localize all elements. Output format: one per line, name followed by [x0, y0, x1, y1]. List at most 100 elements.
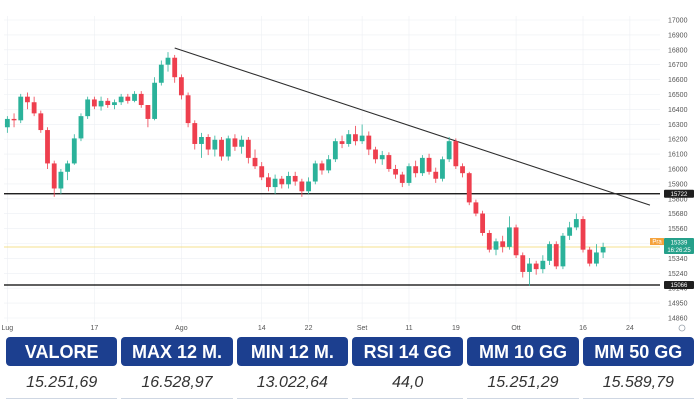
candle-body — [332, 141, 338, 160]
candle-body — [433, 171, 439, 179]
candle[interactable] — [132, 91, 137, 103]
candle[interactable] — [547, 241, 552, 265]
candle[interactable] — [252, 149, 258, 169]
candle[interactable] — [353, 125, 358, 146]
candle[interactable] — [78, 113, 84, 142]
candle[interactable] — [158, 60, 164, 86]
candle[interactable] — [373, 146, 378, 164]
candle[interactable] — [11, 113, 17, 128]
candle[interactable] — [513, 224, 519, 259]
candle[interactable] — [178, 74, 184, 100]
candle[interactable] — [580, 216, 586, 253]
candle[interactable] — [573, 213, 579, 231]
candle[interactable] — [18, 93, 24, 124]
candle[interactable] — [366, 131, 372, 156]
candle[interactable] — [533, 260, 539, 275]
candle[interactable] — [540, 255, 546, 274]
candle[interactable] — [4, 116, 10, 133]
candle[interactable] — [145, 105, 151, 128]
candle[interactable] — [473, 199, 479, 217]
candle[interactable] — [299, 178, 305, 197]
candle[interactable] — [520, 252, 526, 278]
candle[interactable] — [259, 162, 265, 181]
candle[interactable] — [426, 153, 432, 175]
candle[interactable] — [306, 177, 311, 195]
candle[interactable] — [332, 138, 338, 163]
candle[interactable] — [212, 135, 218, 157]
y-tick-label: 14860 — [668, 316, 688, 323]
candle[interactable] — [393, 164, 399, 179]
candle[interactable] — [192, 120, 198, 150]
candle[interactable] — [466, 171, 472, 206]
candles[interactable] — [4, 52, 606, 286]
candle-body — [205, 137, 211, 150]
candle[interactable] — [486, 230, 492, 253]
candle[interactable] — [292, 171, 298, 186]
candle[interactable] — [125, 93, 131, 104]
candle[interactable] — [506, 216, 512, 250]
candle[interactable] — [399, 171, 405, 188]
candle[interactable] — [25, 92, 30, 110]
candle[interactable] — [346, 130, 352, 147]
candle[interactable] — [98, 96, 104, 111]
candle[interactable] — [185, 92, 191, 128]
candle[interactable] — [593, 244, 599, 267]
candle[interactable] — [480, 210, 486, 236]
candle[interactable] — [239, 135, 245, 154]
x-tick-label: Lug — [2, 325, 14, 332]
candle[interactable] — [71, 134, 77, 165]
candle[interactable] — [326, 155, 332, 174]
candle[interactable] — [58, 169, 64, 195]
candle[interactable] — [406, 163, 412, 186]
candle[interactable] — [600, 242, 606, 259]
price-chart[interactable]: 17000 16900 16800 16700 16600 16500 16400 16300… — [0, 0, 700, 334]
candle[interactable] — [339, 135, 345, 149]
candle[interactable] — [500, 235, 506, 253]
candle[interactable] — [527, 258, 532, 286]
candle[interactable] — [493, 238, 499, 256]
candle[interactable] — [245, 137, 251, 164]
candle[interactable] — [587, 246, 593, 267]
candle[interactable] — [85, 96, 91, 119]
candle[interactable] — [446, 137, 452, 163]
candle-body — [178, 77, 184, 96]
candle[interactable] — [272, 174, 278, 195]
candle[interactable] — [225, 135, 231, 161]
candle[interactable] — [118, 93, 124, 106]
candle[interactable] — [65, 160, 71, 181]
candle[interactable] — [105, 98, 111, 108]
candle[interactable] — [279, 175, 285, 189]
candle[interactable] — [419, 155, 425, 176]
candle[interactable] — [51, 160, 57, 197]
candle[interactable] — [433, 167, 439, 183]
settings-icon[interactable] — [678, 324, 686, 332]
candle[interactable] — [453, 138, 459, 169]
candle[interactable] — [413, 160, 419, 178]
candle[interactable] — [286, 171, 291, 189]
candle[interactable] — [152, 77, 158, 121]
candle[interactable] — [112, 99, 117, 110]
candle[interactable] — [31, 96, 37, 117]
candle[interactable] — [359, 124, 365, 144]
candle[interactable] — [205, 134, 211, 156]
candle[interactable] — [219, 137, 224, 161]
candle[interactable] — [172, 54, 178, 83]
candle[interactable] — [312, 160, 318, 185]
candle[interactable] — [265, 173, 271, 192]
candle[interactable] — [319, 160, 325, 175]
candle[interactable] — [232, 134, 238, 151]
candle[interactable] — [45, 127, 50, 169]
candle[interactable] — [560, 232, 566, 270]
candle[interactable] — [386, 152, 392, 172]
candle[interactable] — [91, 96, 97, 110]
candle[interactable] — [199, 132, 204, 158]
stat-header: MAX 12 M. — [121, 337, 233, 366]
candle[interactable] — [567, 221, 573, 240]
candle[interactable] — [165, 52, 171, 72]
candle[interactable] — [138, 91, 144, 108]
candle[interactable] — [460, 163, 465, 178]
candle[interactable] — [379, 150, 385, 165]
candle[interactable] — [440, 156, 445, 182]
candle[interactable] — [38, 110, 44, 133]
candle[interactable] — [553, 241, 559, 270]
